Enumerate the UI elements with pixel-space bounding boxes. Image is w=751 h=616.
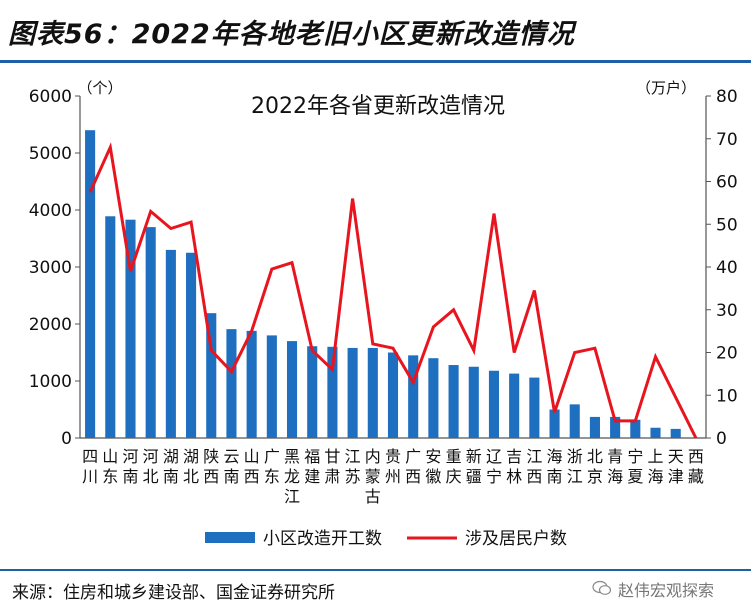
bar-山西 xyxy=(246,330,257,438)
bottom-rule xyxy=(0,569,751,571)
right-tick-label: 10 xyxy=(716,386,738,406)
x-tick-label: 黑龙江 xyxy=(284,447,300,506)
bar-湖北 xyxy=(186,252,197,438)
x-tick-label: 浙江 xyxy=(567,447,583,486)
resident-households-line xyxy=(88,142,698,439)
right-tick-label: 40 xyxy=(716,258,738,278)
left-axis-unit: （个） xyxy=(77,79,122,97)
bar-河北 xyxy=(145,227,156,438)
x-tick-label: 湖南 xyxy=(163,447,179,486)
x-tick-label: 江苏 xyxy=(345,447,361,486)
legend: 小区改造开工数 涉及居民户数 xyxy=(205,529,567,549)
bar-陕西 xyxy=(206,313,217,438)
watermark-text: 赵伟宏观探索 xyxy=(618,581,715,600)
x-tick-label: 宁夏 xyxy=(627,447,643,486)
right-tick-label: 80 xyxy=(716,87,738,107)
legend-label-bar: 小区改造开工数 xyxy=(263,529,382,549)
combo-chart: 2022年各省更新改造情况 （个） （万户） 01000200030004000… xyxy=(29,79,738,549)
x-tick-label: 北京 xyxy=(587,447,603,486)
bar-辽宁 xyxy=(488,370,500,438)
left-tick-label: 5000 xyxy=(29,144,72,164)
legend-swatch-bar xyxy=(205,532,255,543)
bar-云南 xyxy=(226,329,237,438)
x-tick-label: 内蒙古 xyxy=(365,447,381,506)
bars-group xyxy=(85,130,681,438)
bar-黑龙江 xyxy=(286,341,298,438)
x-tick-label: 河南 xyxy=(122,447,138,486)
right-tick-label: 0 xyxy=(716,429,727,449)
top-rule xyxy=(0,60,751,63)
bar-湖南 xyxy=(165,249,176,438)
bar-浙江 xyxy=(569,404,580,438)
line-group xyxy=(88,142,698,439)
left-tick-label: 6000 xyxy=(29,87,72,107)
x-tick-label: 上海 xyxy=(648,447,664,486)
x-tick-label: 海南 xyxy=(547,447,563,486)
bar-福建 xyxy=(307,346,318,438)
left-tick-label: 2000 xyxy=(29,315,72,335)
figure-title: 图表56：2022年各地老旧小区更新改造情况 xyxy=(8,19,575,50)
x-tick-label: 广西 xyxy=(405,447,421,486)
right-tick-label: 50 xyxy=(716,215,738,235)
axes-group: 0 1000 2000 3000 4000 5000 6000 0 10 20 30 40 50 60 70… xyxy=(29,87,738,449)
bar-安徽 xyxy=(428,358,439,438)
bar-贵州 xyxy=(387,352,399,438)
x-tick-label: 福建 xyxy=(304,447,320,486)
bar-山东 xyxy=(105,216,116,438)
bar-甘肃 xyxy=(327,346,338,438)
source-note: 来源：住房和城乡建设部、国金证券研究所 xyxy=(12,583,335,603)
x-tick-label: 湖北 xyxy=(183,447,199,486)
x-tick-label: 陕西 xyxy=(203,447,219,486)
x-tick-label: 吉林 xyxy=(506,447,522,486)
x-tick-label: 甘肃 xyxy=(324,447,340,486)
left-tick-label: 0 xyxy=(61,429,72,449)
right-axis-unit: （万户） xyxy=(636,79,696,97)
x-tick-label: 青海 xyxy=(607,447,623,486)
bar-广西 xyxy=(408,355,419,438)
bar-北京 xyxy=(589,416,600,438)
x-tick-label: 云南 xyxy=(223,447,239,486)
bar-重庆 xyxy=(448,365,459,438)
bar-四川 xyxy=(85,130,96,438)
right-tick-label: 30 xyxy=(716,301,738,321)
x-tick-label: 新疆 xyxy=(466,447,482,486)
bar-海南 xyxy=(549,409,560,438)
bar-上海 xyxy=(650,427,661,438)
x-tick-label: 广东 xyxy=(264,447,280,486)
bar-宁夏 xyxy=(630,419,641,438)
wechat-icon xyxy=(592,580,612,595)
x-tick-label: 西藏 xyxy=(688,447,704,486)
x-tick-label: 安徽 xyxy=(425,447,441,486)
bar-新疆 xyxy=(468,366,479,438)
x-tick-label: 河北 xyxy=(143,447,159,486)
right-tick-label: 20 xyxy=(716,344,738,364)
bar-江西 xyxy=(529,377,540,438)
x-tick-label: 贵州 xyxy=(385,447,401,486)
bar-吉林 xyxy=(509,373,520,438)
figure-header: 图表56：2022年各地老旧小区更新改造情况 xyxy=(0,0,751,58)
bar-天津 xyxy=(670,428,681,438)
bar-河南 xyxy=(125,219,136,438)
x-labels-group: 四川山东河南河北湖南湖北陕西云南山西广东黑龙江福建甘肃江苏内蒙古贵州广西安徽重庆… xyxy=(82,447,704,506)
bar-内蒙古 xyxy=(367,347,378,438)
left-tick-label: 3000 xyxy=(29,258,72,278)
right-tick-label: 60 xyxy=(716,173,738,193)
left-tick-label: 4000 xyxy=(29,201,72,221)
x-tick-label: 山东 xyxy=(102,447,118,486)
right-tick-label: 70 xyxy=(716,130,738,150)
bar-江苏 xyxy=(347,347,358,438)
x-tick-label: 辽宁 xyxy=(486,447,502,486)
bar-广东 xyxy=(266,335,277,438)
bar-青海 xyxy=(610,416,621,438)
x-tick-label: 重庆 xyxy=(446,447,462,486)
x-tick-label: 四川 xyxy=(82,447,98,486)
x-tick-label: 江西 xyxy=(526,447,542,486)
x-tick-label: 天津 xyxy=(668,447,684,486)
x-tick-label: 山西 xyxy=(244,447,260,486)
chart-title: 2022年各省更新改造情况 xyxy=(251,94,505,119)
left-tick-label: 1000 xyxy=(29,372,72,392)
legend-label-line: 涉及居民户数 xyxy=(465,529,567,549)
